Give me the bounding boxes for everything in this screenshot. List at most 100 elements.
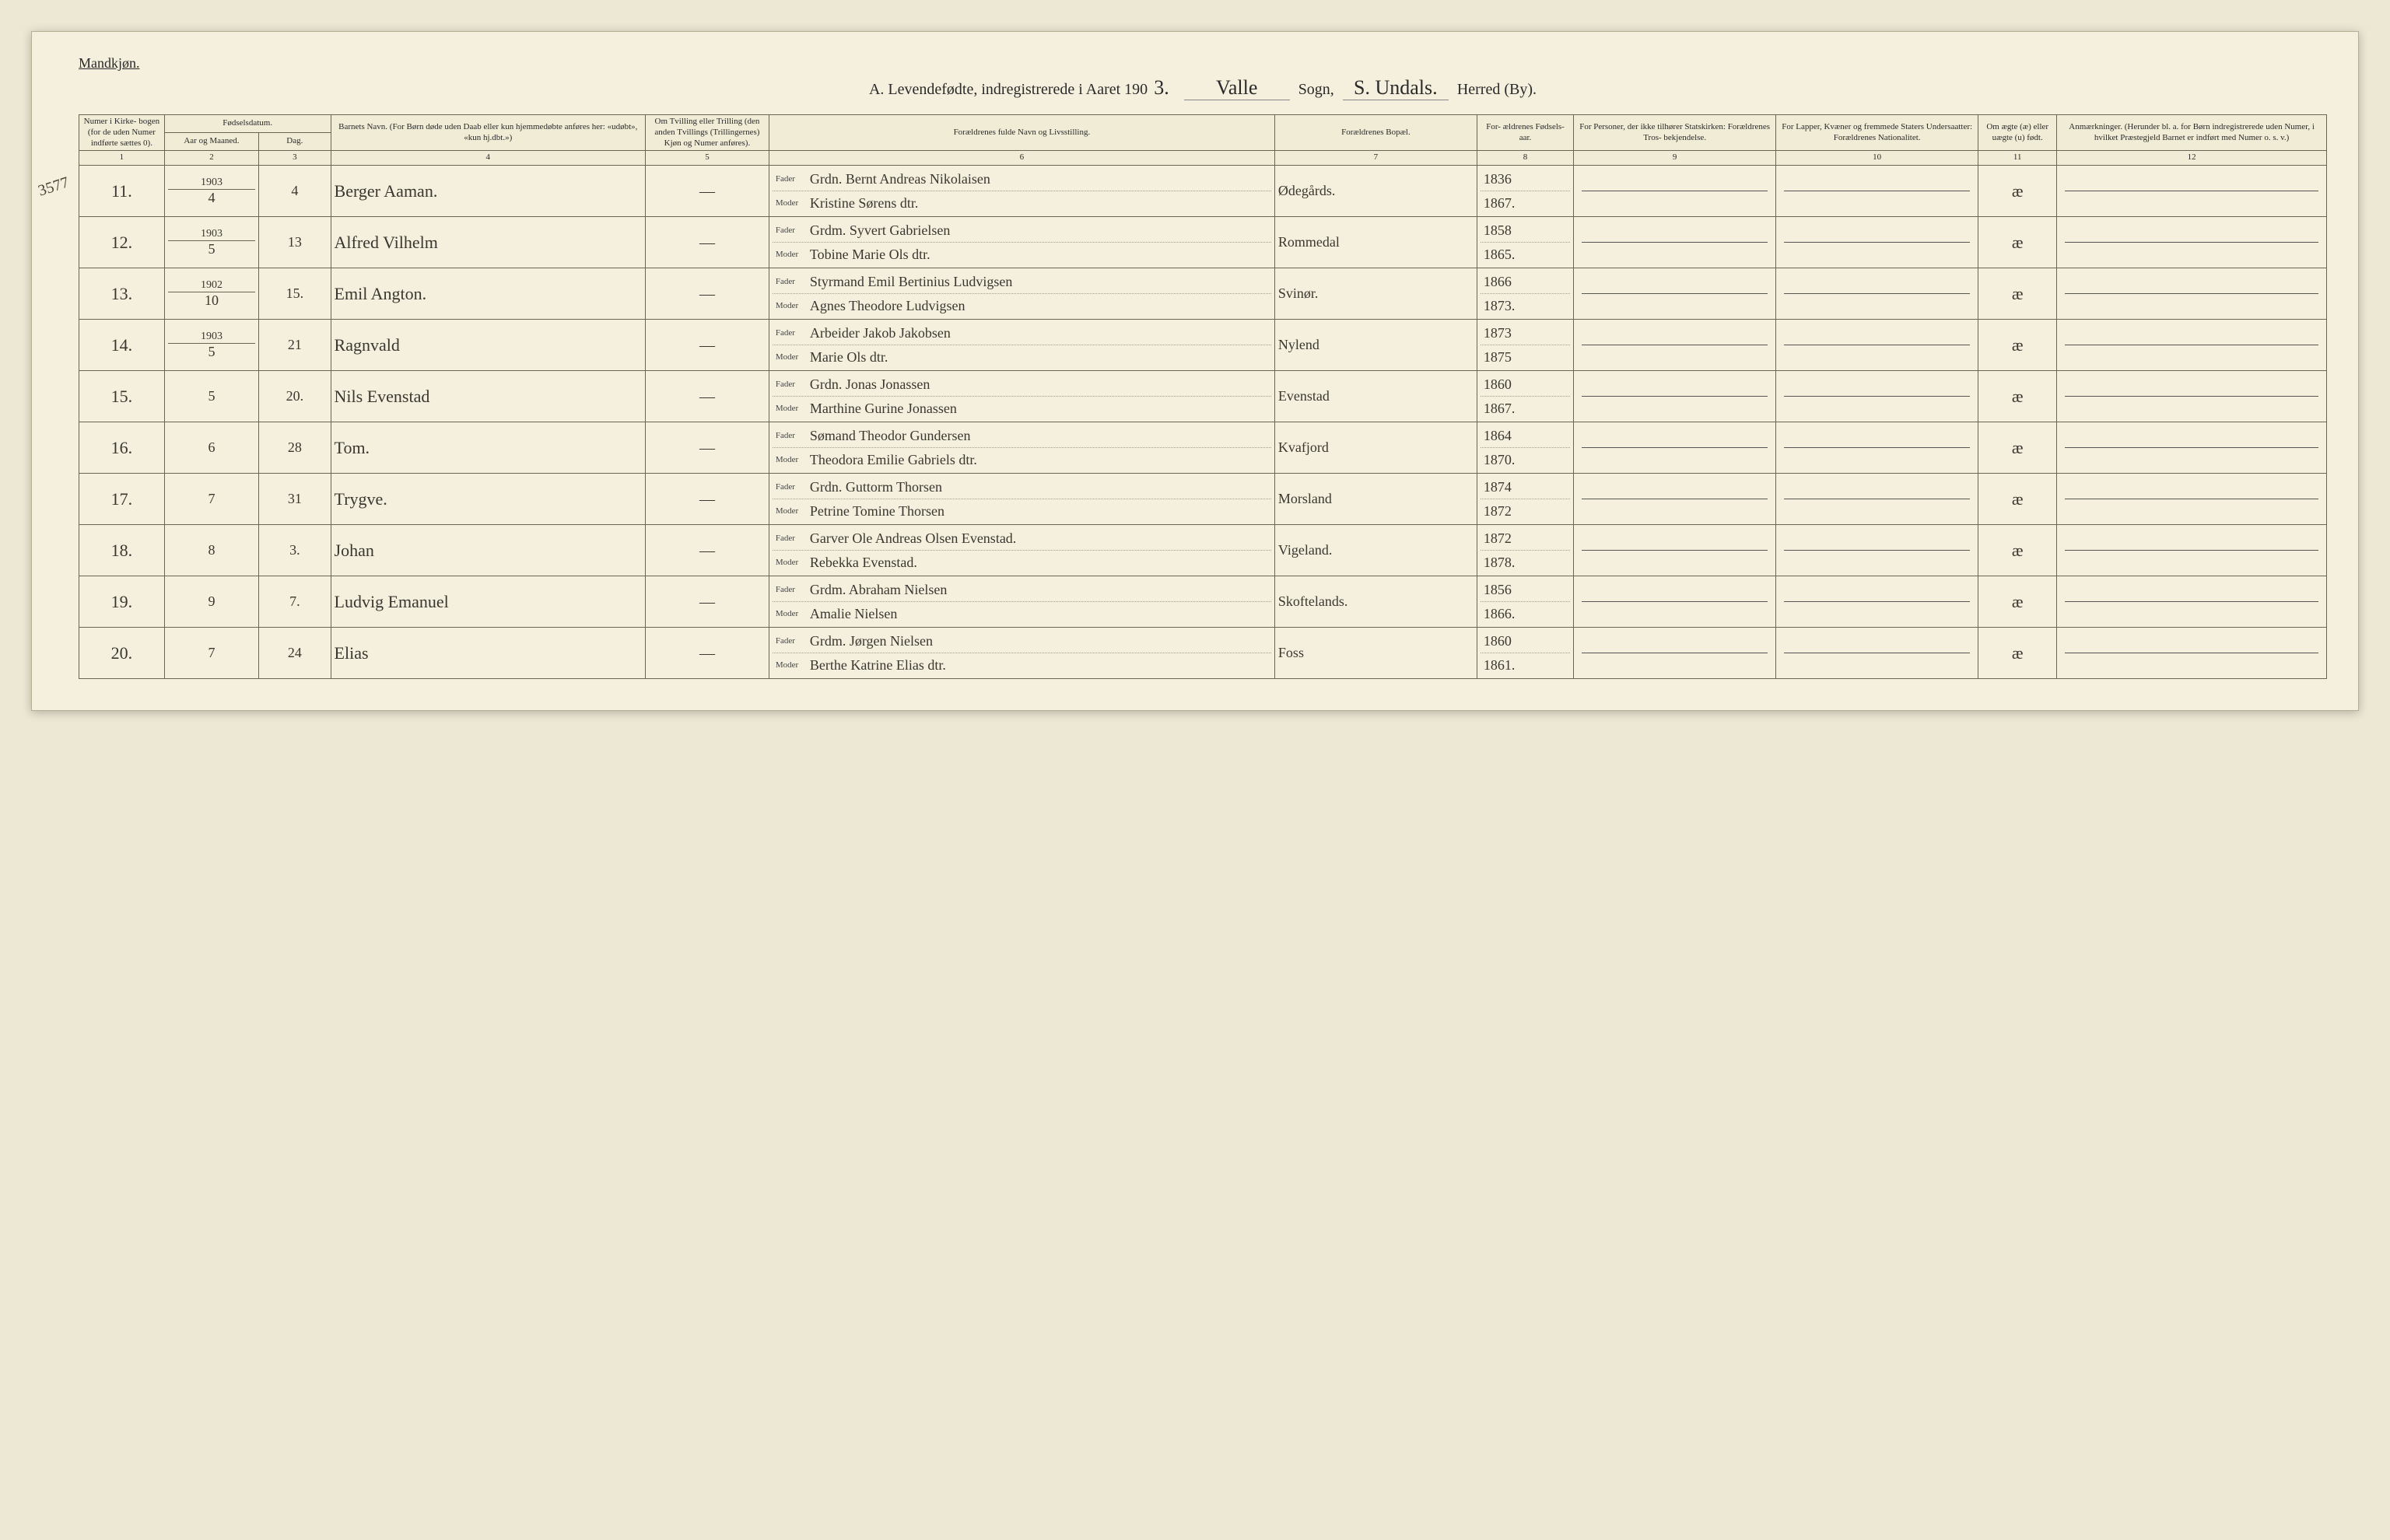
table-row: 12. 1903 5 13 Alfred Vilhelm — Fader Grd… <box>79 217 2327 268</box>
father-label: Fader <box>776 585 810 594</box>
gender-heading: Mandkjøn. <box>79 55 2327 72</box>
father-label: Fader <box>776 534 810 543</box>
entry-number: 20. <box>79 628 165 679</box>
mother-label: Moder <box>776 609 810 618</box>
birth-year-month: 1902 10 <box>164 268 258 320</box>
mother-birthyear: 1870. <box>1484 452 1516 468</box>
twin-col: — <box>646 166 769 217</box>
col-header-5: Om Tvilling eller Trilling (den anden Tv… <box>646 115 769 151</box>
legitimacy: æ <box>1978 474 2057 525</box>
col-header-8: For- ældrenes Fødsels- aar. <box>1477 115 1573 151</box>
parent-birthyears: 1872 1878. <box>1477 525 1573 576</box>
colnum: 10 <box>1776 151 1978 166</box>
sogn-value: Valle <box>1184 76 1290 100</box>
birth-day: 31 <box>259 474 331 525</box>
residence: Kvafjord <box>1274 422 1477 474</box>
birth-day: 4 <box>259 166 331 217</box>
col-header-6: Forældrenes fulde Navn og Livsstilling. <box>769 115 1274 151</box>
mother-birthyear: 1872 <box>1484 503 1512 520</box>
dash-line <box>1582 242 1768 243</box>
title-prefix: A. Levendefødte, indregistrerede i Aaret… <box>869 81 1148 98</box>
col-header-9: For Personer, der ikke tilhører Statskir… <box>1574 115 1776 151</box>
table-row: 18. 8 3. Johan — Fader Garver Ole Andrea… <box>79 525 2327 576</box>
child-name: Tom. <box>331 422 645 474</box>
dash-line <box>1784 550 1970 551</box>
birth-month: 10 <box>168 292 255 309</box>
religion-col <box>1574 628 1776 679</box>
col-header-10: For Lapper, Kvæner og fremmede Staters U… <box>1776 115 1978 151</box>
colnum: 2 <box>164 151 258 166</box>
parent-birthyears: 1874 1872 <box>1477 474 1573 525</box>
birth-day: 15. <box>259 268 331 320</box>
religion-col <box>1574 320 1776 371</box>
parents-cell: Fader Grdn. Jonas Jonassen Moder Marthin… <box>769 371 1274 422</box>
birth-month: 5 <box>168 241 255 257</box>
colnum: 4 <box>331 151 645 166</box>
mother-label: Moder <box>776 250 810 259</box>
father-birthyear: 1864 <box>1484 428 1512 444</box>
father-name: Sømand Theodor Gundersen <box>810 428 1268 444</box>
child-name: Elias <box>331 628 645 679</box>
birth-month: 7 <box>168 645 255 661</box>
child-name: Trygve. <box>331 474 645 525</box>
birth-year-month: 7 <box>164 628 258 679</box>
legitimacy: æ <box>1978 628 2057 679</box>
dash-line <box>1784 396 1970 397</box>
birth-year: 1903 <box>168 331 255 344</box>
mother-label: Moder <box>776 506 810 516</box>
table-header: Numer i Kirke- bogen (for de uden Numer … <box>79 115 2327 166</box>
mother-label: Moder <box>776 404 810 413</box>
remarks-col <box>2057 474 2327 525</box>
parent-birthyears: 1866 1873. <box>1477 268 1573 320</box>
nationality-col <box>1776 320 1978 371</box>
father-birthyear: 1860 <box>1484 633 1512 649</box>
mother-label: Moder <box>776 455 810 464</box>
legitimacy: æ <box>1978 371 2057 422</box>
father-birthyear: 1873 <box>1484 325 1512 341</box>
parent-birthyears: 1860 1867. <box>1477 371 1573 422</box>
birth-year-month: 5 <box>164 371 258 422</box>
parents-cell: Fader Grdn. Bernt Andreas Nikolaisen Mod… <box>769 166 1274 217</box>
dash-line <box>2065 550 2318 551</box>
father-label: Fader <box>776 277 810 286</box>
religion-col <box>1574 525 1776 576</box>
colnum: 6 <box>769 151 1274 166</box>
nationality-col <box>1776 268 1978 320</box>
twin-col: — <box>646 525 769 576</box>
entry-number: 15. <box>79 371 165 422</box>
twin-col: — <box>646 474 769 525</box>
dash-line <box>1582 293 1768 294</box>
parents-cell: Fader Garver Ole Andreas Olsen Evenstad.… <box>769 525 1274 576</box>
father-birthyear: 1858 <box>1484 222 1512 239</box>
mother-name: Amalie Nielsen <box>810 606 1268 622</box>
mother-name: Petrine Tomine Thorsen <box>810 503 1268 520</box>
register-page: 3 5 7 7 Mandkjøn. A. Levendefødte, indregis… <box>31 31 2359 711</box>
mother-label: Moder <box>776 301 810 310</box>
nationality-col <box>1776 474 1978 525</box>
father-label: Fader <box>776 431 810 440</box>
birth-day: 20. <box>259 371 331 422</box>
title-year-suffix: 3. <box>1148 76 1176 99</box>
birth-year-month: 8 <box>164 525 258 576</box>
mother-birthyear: 1875 <box>1484 349 1512 366</box>
father-name: Grdm. Abraham Nielsen <box>810 582 1268 598</box>
birth-year-month: 7 <box>164 474 258 525</box>
colnum: 3 <box>259 151 331 166</box>
birth-month: 8 <box>168 542 255 558</box>
residence: Nylend <box>1274 320 1477 371</box>
father-birthyear: 1856 <box>1484 582 1512 598</box>
father-label: Fader <box>776 174 810 184</box>
entry-number: 13. <box>79 268 165 320</box>
parents-cell: Fader Sømand Theodor Gundersen Moder The… <box>769 422 1274 474</box>
colnum: 11 <box>1978 151 2057 166</box>
birth-year-month: 9 <box>164 576 258 628</box>
mother-name: Kristine Sørens dtr. <box>810 195 1268 212</box>
entry-number: 19. <box>79 576 165 628</box>
colnum: 8 <box>1477 151 1573 166</box>
col-header-11: Om ægte (æ) eller uægte (u) født. <box>1978 115 2057 151</box>
table-row: 20. 7 24 Elias — Fader Grdm. Jørgen Niel… <box>79 628 2327 679</box>
religion-col <box>1574 268 1776 320</box>
mother-name: Theodora Emilie Gabriels dtr. <box>810 452 1268 468</box>
parents-cell: Fader Styrmand Emil Bertinius Ludvigsen … <box>769 268 1274 320</box>
col-header-7: Forældrenes Bopæl. <box>1274 115 1477 151</box>
